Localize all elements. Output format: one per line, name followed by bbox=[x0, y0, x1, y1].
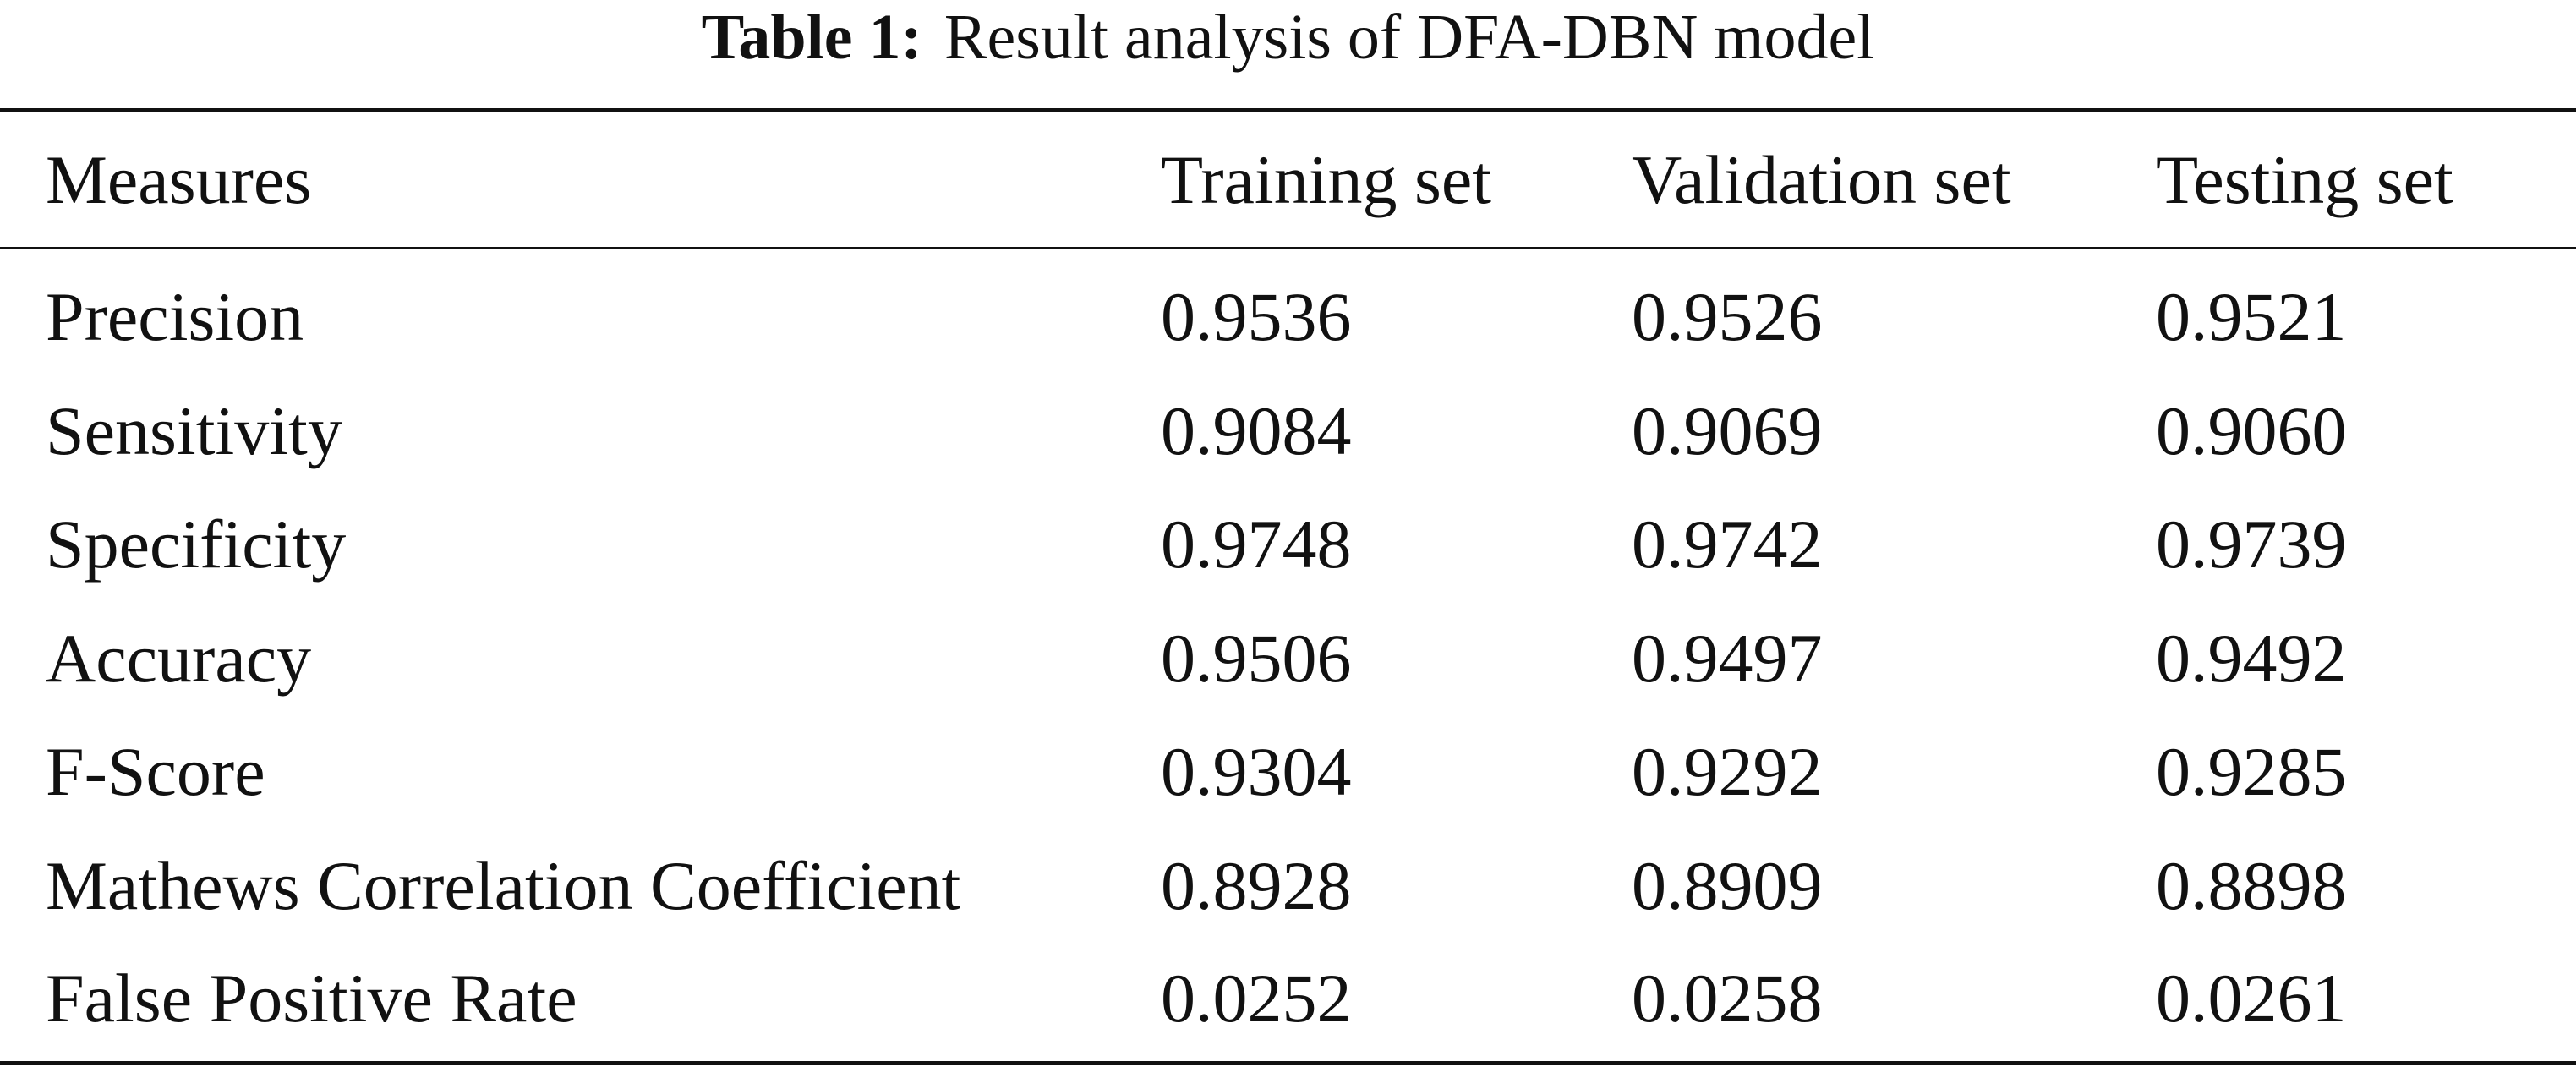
column-header-training-set: Training set bbox=[1161, 141, 1492, 218]
table-caption-text: Result analysis of DFA-DBN model bbox=[943, 2, 1875, 73]
validation-value: 0.0258 bbox=[1632, 960, 1823, 1037]
table-caption: Table 1: Result analysis of DFA-DBN model bbox=[0, 5, 2576, 98]
column-header-testing-set: Testing set bbox=[2156, 141, 2453, 218]
testing-value: 0.0261 bbox=[2156, 960, 2347, 1037]
table-header-rule bbox=[0, 247, 2576, 249]
validation-value: 0.9497 bbox=[1632, 620, 1823, 697]
testing-value: 0.9060 bbox=[2156, 392, 2347, 469]
table-caption-label: Table 1: bbox=[701, 2, 922, 73]
validation-value: 0.8909 bbox=[1632, 847, 1823, 924]
row-label: Mathews Correlation Coefficient bbox=[46, 847, 961, 924]
validation-value: 0.9069 bbox=[1632, 392, 1823, 469]
training-value: 0.9304 bbox=[1161, 733, 1352, 810]
validation-value: 0.9526 bbox=[1632, 278, 1823, 355]
testing-value: 0.8898 bbox=[2156, 847, 2347, 924]
table-bottom-rule bbox=[0, 1061, 2576, 1065]
training-value: 0.9536 bbox=[1161, 278, 1352, 355]
column-header-measures: Measures bbox=[46, 141, 312, 218]
validation-value: 0.9742 bbox=[1632, 506, 1823, 583]
row-label: Accuracy bbox=[46, 620, 312, 697]
training-value: 0.8928 bbox=[1161, 847, 1352, 924]
training-value: 0.9084 bbox=[1161, 392, 1352, 469]
testing-value: 0.9521 bbox=[2156, 278, 2347, 355]
row-label: Sensitivity bbox=[46, 392, 342, 469]
training-value: 0.9748 bbox=[1161, 506, 1352, 583]
validation-value: 0.9292 bbox=[1632, 733, 1823, 810]
column-header-validation-set: Validation set bbox=[1632, 141, 2011, 218]
table-top-rule bbox=[0, 108, 2576, 112]
training-value: 0.0252 bbox=[1161, 960, 1352, 1037]
training-value: 0.9506 bbox=[1161, 620, 1352, 697]
row-label: F-Score bbox=[46, 733, 265, 810]
testing-value: 0.9739 bbox=[2156, 506, 2347, 583]
row-label: Specificity bbox=[46, 506, 347, 583]
testing-value: 0.9492 bbox=[2156, 620, 2347, 697]
testing-value: 0.9285 bbox=[2156, 733, 2347, 810]
row-label: False Positive Rate bbox=[46, 960, 577, 1037]
row-label: Precision bbox=[46, 278, 304, 355]
